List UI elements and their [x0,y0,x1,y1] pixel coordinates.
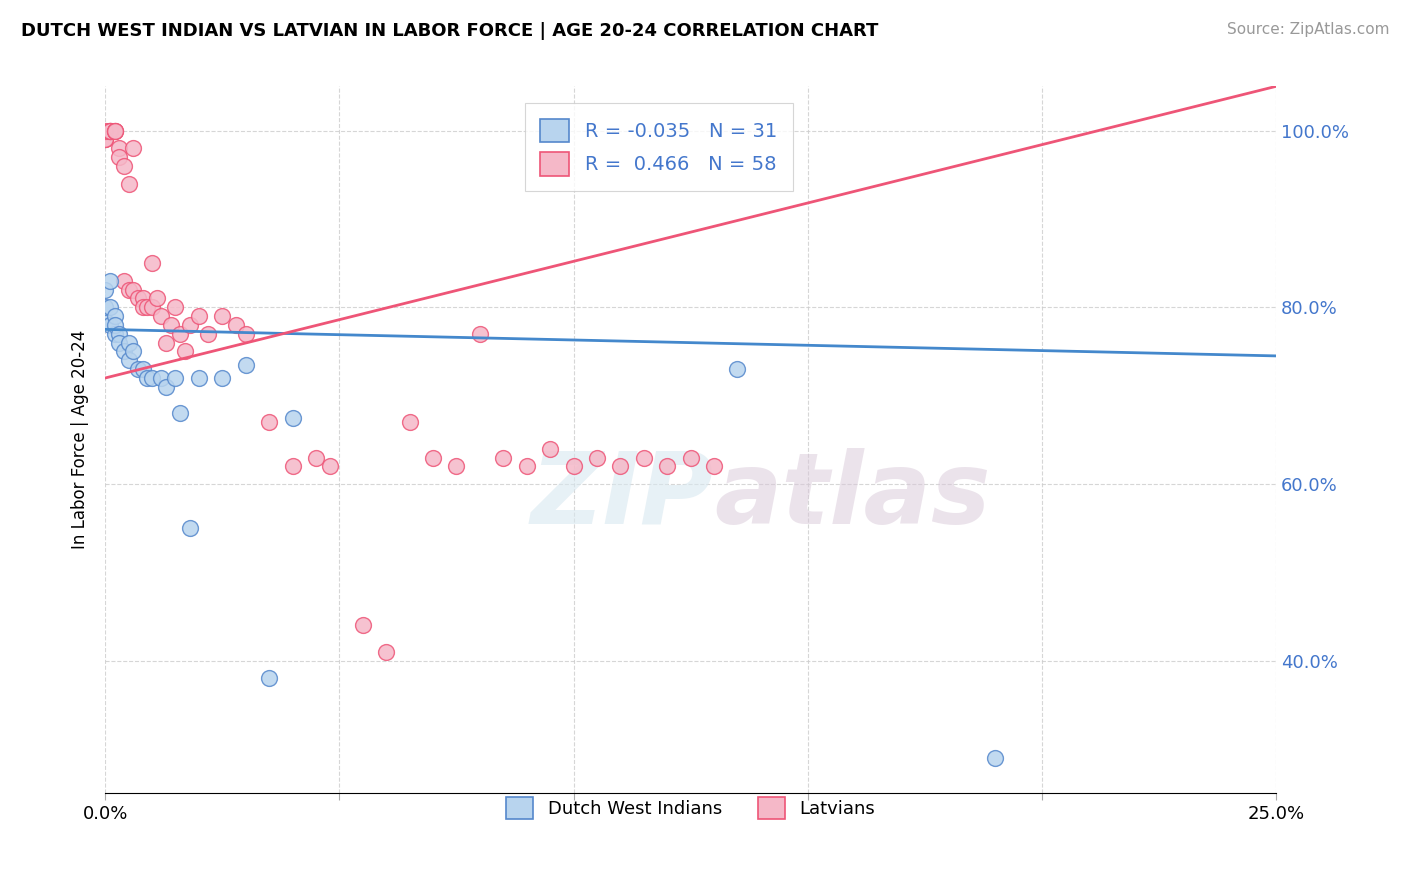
Point [165,371,187,385]
Point [150,309,173,323]
Point [586,450,609,465]
Point [257,672,280,686]
Point [281,410,304,425]
Point [398,415,420,429]
Point [112,344,135,359]
Point [173,344,195,359]
Point [679,450,702,465]
Point [98,123,121,137]
Point [103,309,125,323]
Point [117,283,139,297]
Point [159,318,181,332]
Point [352,618,374,632]
Point [94,132,117,146]
Point [155,380,177,394]
Point [117,353,139,368]
Point [633,450,655,465]
Point [165,301,187,315]
Point [187,309,209,323]
Point [117,335,139,350]
Point [984,751,1007,765]
Point [103,318,125,332]
Point [98,123,121,137]
Point [468,326,491,341]
Point [94,283,117,297]
Point [179,521,201,535]
Point [108,141,131,155]
Point [155,335,177,350]
Point [103,123,125,137]
Point [117,177,139,191]
Point [98,123,121,137]
Text: Source: ZipAtlas.com: Source: ZipAtlas.com [1226,22,1389,37]
Point [375,645,398,659]
Point [141,256,163,270]
Point [131,301,153,315]
Point [538,442,561,456]
Point [112,159,135,173]
Point [122,344,145,359]
Point [103,123,125,137]
Point [492,450,515,465]
Point [108,326,131,341]
Point [225,318,247,332]
Point [609,459,631,474]
Point [127,362,149,376]
Point [94,301,117,315]
Point [150,371,173,385]
Point [108,150,131,164]
Point [112,274,135,288]
Point [98,123,121,137]
Point [98,301,121,315]
Point [446,459,468,474]
Point [725,362,748,376]
Point [94,313,117,327]
Point [197,326,219,341]
Y-axis label: In Labor Force | Age 20-24: In Labor Force | Age 20-24 [72,330,89,549]
Point [131,362,153,376]
Point [122,283,145,297]
Point [657,459,679,474]
Point [422,450,444,465]
Point [235,358,257,372]
Point [235,326,257,341]
Point [187,371,209,385]
Point [141,371,163,385]
Point [169,326,191,341]
Point [145,292,167,306]
Point [305,450,328,465]
Point [103,326,125,341]
Point [94,123,117,137]
Point [94,132,117,146]
Point [122,141,145,155]
Point [103,123,125,137]
Point [703,459,725,474]
Point [108,335,131,350]
Text: ZIP: ZIP [531,448,714,545]
Point [98,274,121,288]
Point [127,292,149,306]
Point [516,459,538,474]
Point [319,459,342,474]
Point [169,406,191,420]
Point [257,415,280,429]
Point [281,459,304,474]
Point [136,371,159,385]
Point [179,318,201,332]
Point [136,301,159,315]
Point [211,309,233,323]
Point [94,132,117,146]
Point [562,459,585,474]
Point [131,292,153,306]
Point [141,301,163,315]
Text: atlas: atlas [714,448,990,545]
Point [98,318,121,332]
Text: DUTCH WEST INDIAN VS LATVIAN IN LABOR FORCE | AGE 20-24 CORRELATION CHART: DUTCH WEST INDIAN VS LATVIAN IN LABOR FO… [21,22,879,40]
Point [211,371,233,385]
Legend: Dutch West Indians, Latvians: Dutch West Indians, Latvians [492,783,890,834]
